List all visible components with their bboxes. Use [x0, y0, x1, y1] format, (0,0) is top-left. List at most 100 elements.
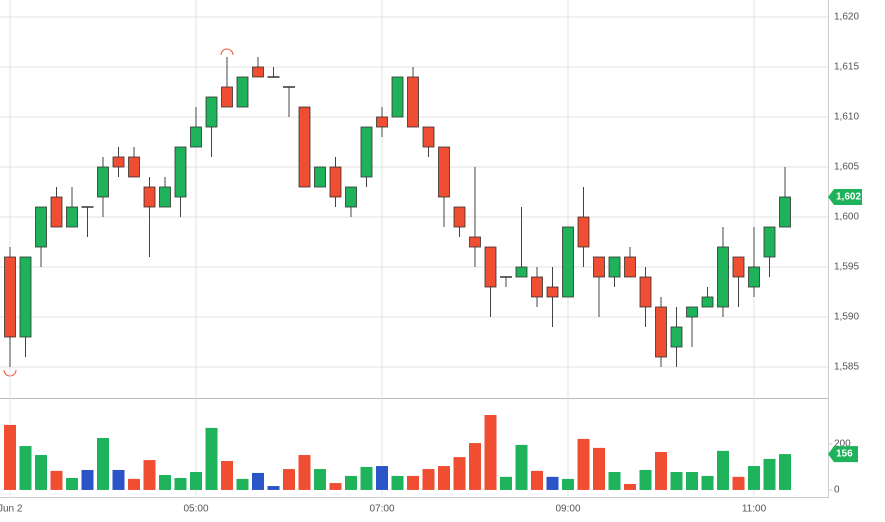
x-tick-label: 09:00: [555, 504, 580, 515]
candle-body: [608, 256, 621, 278]
volume-bar: [112, 469, 125, 490]
volume-bar: [593, 447, 605, 490]
candle-body: [314, 166, 326, 188]
volume-bar: [174, 478, 187, 490]
x-tick-label: 11:00: [742, 504, 767, 515]
volume-bar: [500, 476, 512, 490]
volume-bar: [779, 454, 791, 490]
candle-body: [221, 86, 233, 108]
y-tick-label: 200: [834, 439, 851, 450]
y-tick-label: 1,590: [834, 312, 859, 323]
volume-bar: [469, 443, 481, 490]
volume-bar: [143, 460, 156, 490]
candle-body: [345, 186, 357, 208]
candle-body: [298, 106, 311, 188]
candle-body: [236, 76, 249, 108]
volume-bar: [391, 475, 404, 490]
candle-body: [670, 326, 683, 348]
x-tick-label: 07:00: [369, 504, 394, 515]
candle-body: [252, 66, 264, 78]
volume-bar: [639, 469, 652, 490]
volume-bar: [360, 466, 373, 490]
volume-bar: [190, 472, 202, 490]
y-tick-label: 0: [834, 485, 840, 496]
candle-body: [438, 146, 450, 198]
candle-body: [639, 276, 652, 308]
volume-bar: [97, 438, 109, 490]
x-tick-label: 05:00: [183, 504, 208, 515]
candle-body: [143, 186, 156, 208]
price-badge-label: 1,602: [836, 192, 861, 203]
candle-body: [779, 196, 791, 228]
volume-bar: [66, 478, 78, 490]
candle-body: [748, 266, 760, 288]
y-tick-label: 1,585: [834, 362, 859, 373]
volume-bar: [19, 446, 32, 490]
volume-bar: [283, 469, 295, 490]
volume-bar: [422, 469, 435, 490]
candle-body: [624, 256, 636, 278]
candle-body: [50, 196, 63, 228]
volume-bar: [608, 472, 621, 490]
volume-bar: [763, 458, 776, 490]
candle-body: [593, 256, 605, 278]
y-tick-label: 1,605: [834, 162, 859, 173]
volume-bar: [438, 466, 450, 490]
candle-body: [205, 96, 218, 128]
volume-bar: [655, 452, 667, 490]
volume-bar: [4, 424, 16, 490]
volume-bar: [298, 455, 311, 490]
x-tick-label: Jun 2: [0, 504, 23, 515]
volume-bar: [345, 475, 357, 490]
volume-bar: [686, 472, 698, 490]
candle-body: [531, 276, 543, 298]
candle-body: [159, 186, 171, 208]
candle-body: [453, 206, 466, 228]
volume-bar: [221, 460, 233, 490]
volume-bar: [159, 475, 171, 490]
y-tick-label: 1,620: [834, 12, 859, 23]
y-tick-label: 1,600: [834, 212, 859, 223]
candle-body: [562, 226, 574, 298]
candle-body: [112, 156, 125, 168]
candle-body: [391, 76, 404, 118]
y-tick-label: 1,615: [834, 62, 859, 73]
candle-body: [577, 216, 590, 248]
volume-badge-label: 156: [836, 449, 853, 460]
volume-bar: [453, 457, 466, 490]
volume-bar: [546, 476, 559, 490]
volume-bar: [128, 478, 140, 490]
volume-bar: [515, 444, 528, 490]
candle-body: [701, 296, 714, 308]
volume-bar: [267, 486, 280, 490]
candle-body: [732, 256, 745, 278]
volume-bar: [252, 472, 264, 490]
volume-bar: [717, 450, 729, 490]
volume-bar: [577, 438, 590, 490]
volume-bar: [205, 427, 218, 490]
candle-body: [174, 146, 187, 198]
candle-body: [686, 306, 698, 318]
volume-bar: [624, 483, 636, 490]
candle-body: [546, 286, 559, 298]
volume-bar: [329, 483, 342, 490]
volume-bar: [484, 415, 497, 490]
volume-bar: [50, 470, 63, 490]
volume-bar: [531, 470, 543, 490]
candle-body: [128, 156, 140, 178]
candle-body: [190, 126, 202, 148]
y-tick-label: 1,595: [834, 262, 859, 273]
candle-body: [97, 166, 109, 198]
price-badge: [828, 189, 862, 205]
candle-body: [35, 206, 47, 248]
y-tick-label: 1,610: [834, 112, 859, 123]
volume-bar: [407, 475, 419, 490]
volume-bar: [562, 478, 574, 490]
candle-body: [422, 126, 435, 148]
volume-bar: [376, 466, 388, 490]
candle-body: [360, 126, 373, 178]
volume-bar: [732, 476, 745, 490]
candle-body: [717, 246, 729, 308]
candle-body: [19, 256, 32, 338]
